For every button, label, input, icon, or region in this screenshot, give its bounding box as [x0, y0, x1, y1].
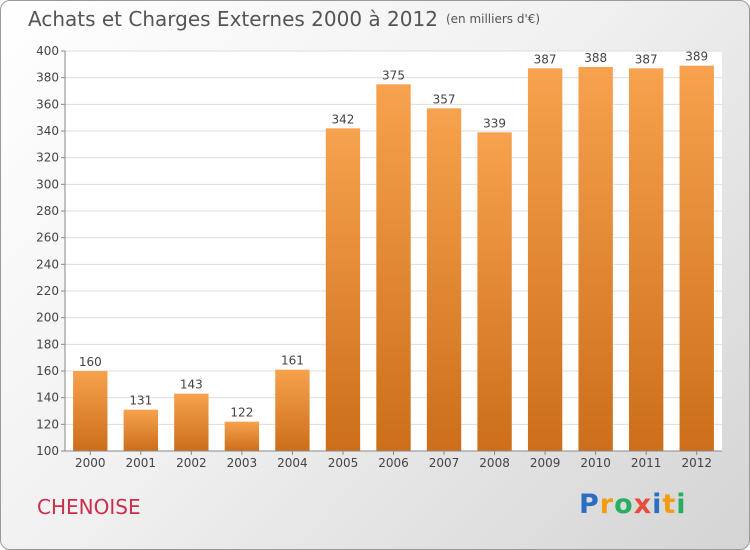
y-tick-label: 200 — [36, 311, 59, 325]
y-tick-label: 280 — [36, 204, 59, 218]
bar-2011 — [629, 68, 664, 451]
bar-value-label: 357 — [433, 92, 456, 106]
x-tick-label: 2006 — [378, 456, 409, 470]
bar-value-label: 122 — [230, 406, 253, 420]
bar-2005 — [325, 128, 361, 451]
x-tick-label: 2005 — [328, 456, 359, 470]
y-tick-label: 180 — [36, 337, 59, 351]
logo-letter: r — [599, 489, 615, 520]
bar-2006 — [376, 84, 411, 451]
x-tick-label: 2002 — [176, 456, 207, 470]
x-tick-label: 2004 — [277, 456, 308, 470]
bar-value-label: 389 — [685, 50, 708, 64]
bar-value-label: 131 — [129, 394, 152, 408]
bar-value-label: 387 — [635, 52, 658, 66]
x-tick-label: 2008 — [479, 456, 510, 470]
y-tick-label: 360 — [36, 97, 59, 111]
place-name: CHENOISE — [37, 495, 141, 519]
bar-2000 — [73, 371, 108, 451]
x-tick-label: 2011 — [631, 456, 662, 470]
y-tick-label: 120 — [36, 417, 59, 431]
x-tick-label: 2012 — [681, 456, 712, 470]
chart-title-group: Achats et Charges Externes 2000 à 2012 (e… — [28, 7, 540, 31]
bar-value-label: 161 — [281, 354, 304, 368]
bar-value-label: 339 — [483, 116, 506, 130]
y-tick-label: 320 — [36, 151, 59, 165]
bar-2002 — [174, 393, 209, 451]
bar-2001 — [123, 409, 158, 451]
x-tick-label: 2007 — [429, 456, 460, 470]
bar-2010 — [578, 67, 613, 451]
bar-value-label: 375 — [382, 68, 405, 82]
logo-letter: x — [633, 489, 653, 520]
bar-2003 — [224, 421, 260, 451]
chart-title: Achats et Charges Externes 2000 à 2012 — [28, 7, 438, 31]
y-tick-label: 240 — [36, 257, 59, 271]
y-tick-label: 140 — [36, 391, 59, 405]
y-tick-label: 380 — [36, 71, 59, 85]
y-tick-label: 100 — [36, 444, 59, 458]
y-tick-label: 340 — [36, 124, 59, 138]
bar-value-label: 160 — [79, 355, 102, 369]
x-tick-label: 2003 — [227, 456, 258, 470]
x-tick-label: 2001 — [126, 456, 157, 470]
bar-value-label: 342 — [332, 112, 355, 126]
logo-letter: P — [579, 489, 600, 520]
logo-letter: t — [662, 489, 677, 520]
y-tick-label: 160 — [36, 364, 59, 378]
bar-2004 — [275, 369, 310, 451]
x-tick-label: 2009 — [530, 456, 561, 470]
logo-letter: o — [614, 489, 634, 520]
logo-letter: i — [652, 489, 663, 520]
bar-2007 — [426, 108, 462, 451]
bar-2008 — [477, 132, 512, 452]
bar-value-label: 143 — [180, 378, 203, 392]
bar-value-label: 387 — [534, 52, 557, 66]
logo-letter: i — [676, 489, 687, 520]
y-tick-label: 260 — [36, 231, 59, 245]
proxiti-logo: Proxiti — [579, 489, 687, 520]
x-tick-label: 2010 — [580, 456, 611, 470]
bar-value-label: 388 — [584, 51, 607, 65]
x-tick-label: 2000 — [75, 456, 106, 470]
y-tick-label: 400 — [36, 44, 59, 58]
bar-2012 — [679, 65, 714, 452]
chart-subtitle: (en milliers d'€) — [445, 12, 541, 26]
y-tick-label: 220 — [36, 284, 59, 298]
bar-2009 — [527, 68, 563, 451]
y-tick-label: 300 — [36, 177, 59, 191]
